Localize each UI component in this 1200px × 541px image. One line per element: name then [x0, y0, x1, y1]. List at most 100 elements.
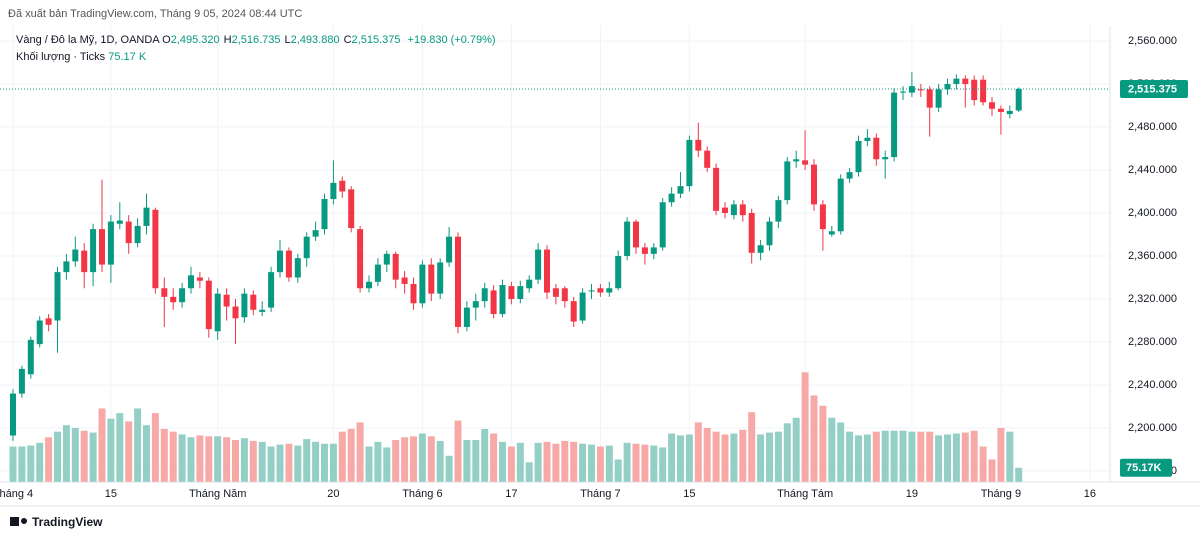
volume-bar	[481, 428, 489, 482]
candle-body	[419, 264, 426, 304]
volume-bar	[988, 459, 996, 482]
volume-bar	[45, 437, 53, 482]
volume-bar	[445, 455, 453, 482]
volume-bar	[232, 440, 239, 482]
published: Đã xuất bản TradingView.com, Tháng 9 05,…	[8, 8, 303, 20]
candle-body	[971, 79, 978, 101]
volume-legend: 75.17 K	[108, 51, 147, 63]
volume-bar	[392, 440, 400, 482]
candle-body	[686, 139, 693, 187]
volume-bar	[507, 446, 515, 482]
volume-bar	[792, 417, 800, 482]
volume-bar	[935, 435, 943, 482]
volume-bar	[694, 422, 702, 482]
volume-bar	[588, 444, 595, 482]
candle-body	[837, 178, 844, 232]
y-tick-label: 2,280.000	[1128, 336, 1177, 348]
candle-body	[250, 294, 257, 310]
volume-bar	[890, 430, 898, 482]
candle-body	[962, 78, 969, 84]
volume-bar	[659, 447, 667, 482]
candle-body	[633, 221, 639, 248]
candle-body	[811, 164, 817, 205]
volume-bar	[632, 443, 640, 482]
candle-body	[544, 249, 550, 293]
candle-body	[10, 393, 16, 436]
volume-bar	[365, 446, 373, 482]
volume-bar	[525, 462, 533, 482]
volume-bar	[561, 440, 569, 482]
candle-body	[232, 306, 239, 319]
volume-bar	[276, 444, 284, 482]
candle-body	[303, 236, 310, 259]
candle-body	[285, 250, 292, 278]
volume-bar	[125, 421, 133, 482]
volume-bar	[596, 446, 604, 482]
volume-legend-row: Khối lượng · Ticks 75.17 K	[16, 51, 146, 63]
candle-body	[517, 286, 524, 299]
candle-body	[579, 292, 586, 321]
candle-body	[775, 200, 782, 222]
field-value: 2,493.880	[290, 34, 340, 46]
x-tick-label: Tháng 9	[981, 488, 1021, 500]
volume-bar	[543, 441, 551, 482]
volume-bar	[721, 434, 729, 482]
symbol: Vàng / Đô la Mỹ, 1D, OANDA	[16, 34, 160, 46]
candle-body	[214, 293, 221, 332]
field-key: L	[284, 34, 291, 46]
field-key: C	[343, 34, 352, 46]
field-value: 2,515.375	[351, 34, 401, 46]
candle-body	[277, 250, 283, 273]
volume-bar	[205, 436, 213, 482]
candle-body	[900, 91, 906, 93]
candle-body	[152, 209, 159, 289]
candle-body	[294, 258, 301, 278]
volume-bar	[499, 441, 506, 482]
volume-bar	[872, 431, 880, 482]
candle-body	[953, 78, 960, 84]
x-tick-label: Tháng 4	[0, 488, 33, 500]
y-tick-label: 2,480.000	[1128, 121, 1177, 133]
candle-body	[54, 272, 61, 321]
candle-body	[739, 204, 746, 216]
volume-bar	[908, 431, 916, 482]
candle-body	[615, 256, 622, 289]
candle-body	[312, 230, 319, 237]
candle-body	[855, 140, 862, 173]
volume-bar	[605, 445, 613, 482]
candle-body	[18, 368, 25, 394]
x-tick-label: 17	[505, 488, 517, 500]
volume-bar	[436, 440, 444, 482]
y-tick-label: 2,200.000	[1128, 422, 1177, 434]
candle-body	[428, 264, 435, 294]
candle-body	[179, 288, 186, 303]
candle-body	[668, 193, 675, 203]
volume-bar	[881, 430, 889, 482]
change: +19.830 (+0.79%)	[407, 34, 496, 46]
volume-bar	[116, 413, 124, 482]
y-tick-label: 2,320.000	[1128, 293, 1177, 305]
price-box	[1120, 79, 1188, 98]
candle-body	[606, 288, 613, 293]
volume-bar	[783, 423, 791, 482]
x-tick-label: Tháng Năm	[189, 488, 246, 500]
candle-body	[392, 253, 399, 280]
candle-body	[704, 150, 711, 168]
candle-body	[357, 229, 364, 289]
volume-bar	[534, 442, 542, 482]
candle-body	[134, 225, 141, 244]
candle-body	[695, 139, 702, 151]
candle-body	[980, 79, 987, 103]
candle-body	[330, 182, 337, 200]
volume-bar	[383, 447, 391, 482]
volume-bar	[570, 441, 578, 482]
candle-body	[641, 247, 648, 254]
volume-bar	[899, 430, 907, 482]
candle-body	[259, 309, 266, 312]
y-tick-label: 2,440.000	[1128, 164, 1177, 176]
candle-body	[188, 275, 194, 289]
volume-bar	[98, 408, 106, 482]
candle-body	[535, 249, 542, 280]
volume-bar	[196, 435, 204, 482]
candle-body	[1006, 110, 1013, 115]
